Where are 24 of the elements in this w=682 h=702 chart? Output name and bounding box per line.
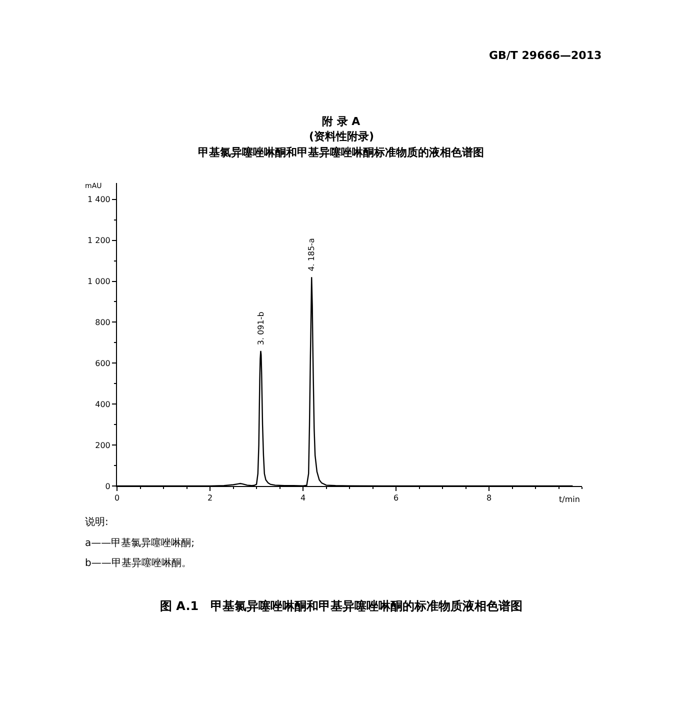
x-tick-label: 2 bbox=[207, 494, 213, 503]
text: 图 A.1 甲基氯异噻唑啉酮和甲基异噻唑啉酮的标准物质液相色谱图 bbox=[160, 599, 523, 613]
chart-subtitle: (资料性附录) bbox=[309, 130, 374, 143]
x-tick-label: 8 bbox=[486, 494, 492, 503]
y-tick-label: 600 bbox=[95, 358, 110, 368]
annotation: 3. 091-b bbox=[256, 312, 266, 346]
annotation: 4. 185-a bbox=[306, 238, 316, 272]
y-tick-label: 800 bbox=[95, 318, 110, 328]
text: 甲基氯异噻唑啉酮和甲基异噻唑啉酮标准物质的液相色谱图 bbox=[198, 146, 484, 159]
x-tick-label: 0 bbox=[114, 494, 120, 503]
text: a——甲基氯异噻唑啉酮; bbox=[85, 537, 194, 549]
y-tick-label: 1 400 bbox=[87, 195, 110, 204]
x-axis-title: t/min bbox=[559, 495, 580, 504]
y-tick-label: 1 000 bbox=[87, 277, 110, 286]
y-tick-label: 1 200 bbox=[87, 236, 110, 246]
y-tick-label: 400 bbox=[95, 400, 110, 409]
text: b——甲基异噻唑啉酮。 bbox=[85, 557, 192, 569]
text: GB/T 29666—2013 bbox=[489, 49, 602, 62]
y-tick-label: 200 bbox=[95, 440, 110, 450]
chart-title: 附 录 A bbox=[322, 115, 361, 128]
y-tick-label: 0 bbox=[105, 482, 110, 491]
x-tick-label: 4 bbox=[300, 494, 306, 503]
text: 说明: bbox=[85, 516, 108, 528]
x-tick-label: 6 bbox=[393, 494, 399, 503]
